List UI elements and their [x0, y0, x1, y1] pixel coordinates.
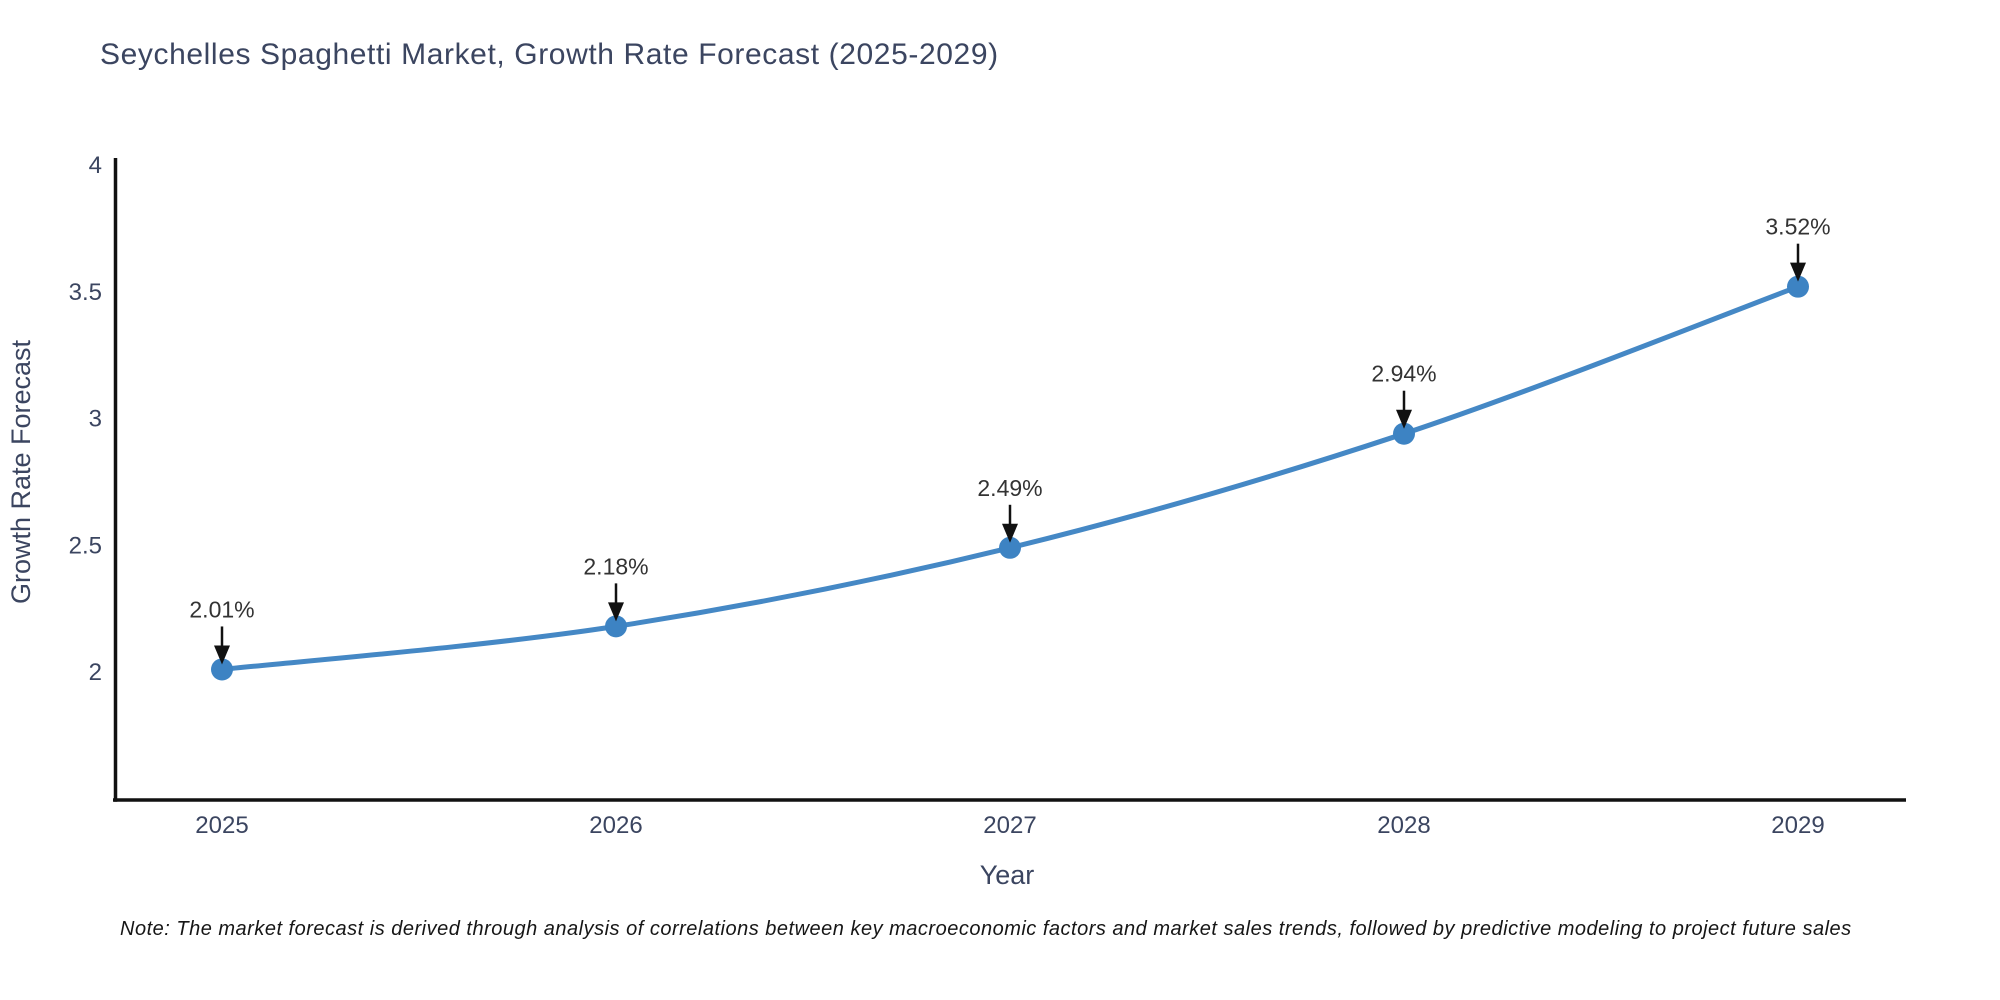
data-point-value-label: 2.18%: [583, 553, 648, 579]
data-point-marker: [605, 615, 627, 638]
annotation-arrowhead-icon: [1396, 409, 1412, 429]
annotation-arrowhead-icon: [1002, 523, 1018, 543]
y-axis-title: Growth Rate Forecast: [6, 339, 36, 604]
data-point-marker: [999, 536, 1021, 559]
x-tick-label: 2028: [1377, 812, 1430, 839]
annotation-arrowhead-icon: [214, 645, 230, 665]
x-tick-label: 2025: [195, 812, 248, 839]
data-point-value-label: 2.49%: [977, 475, 1042, 501]
x-axis-title: Year: [980, 860, 1035, 890]
y-tick-label: 3.5: [69, 279, 102, 306]
data-point-marker: [1393, 422, 1415, 445]
data-point-marker: [1787, 275, 1809, 298]
y-tick-label: 3: [89, 406, 102, 433]
data-point-value-label: 2.94%: [1371, 361, 1436, 387]
y-tick-label: 4: [89, 152, 102, 179]
y-tick-label: 2: [89, 659, 102, 686]
data-point-value-label: 3.52%: [1765, 214, 1830, 240]
x-tick-label: 2027: [983, 812, 1036, 839]
data-point-value-label: 2.01%: [189, 596, 254, 622]
annotation-arrowhead-icon: [608, 602, 624, 622]
footnote: Note: The market forecast is derived thr…: [120, 918, 2000, 941]
chart-title: Seychelles Spaghetti Market, Growth Rate…: [100, 38, 999, 71]
y-tick-label: 2.5: [69, 532, 102, 559]
x-tick-label: 2029: [1771, 812, 1824, 839]
annotation-arrowhead-icon: [1790, 262, 1806, 282]
x-tick-label: 2026: [589, 812, 642, 839]
growth-rate-line-chart: 2 2.5 3 3.5 4 2025 2026 2027 2028 2029 Growth Rate…: [6, 152, 1906, 890]
footnote-text: Note: The market forecast is derived thr…: [120, 918, 1852, 940]
data-point-marker: [211, 658, 233, 681]
